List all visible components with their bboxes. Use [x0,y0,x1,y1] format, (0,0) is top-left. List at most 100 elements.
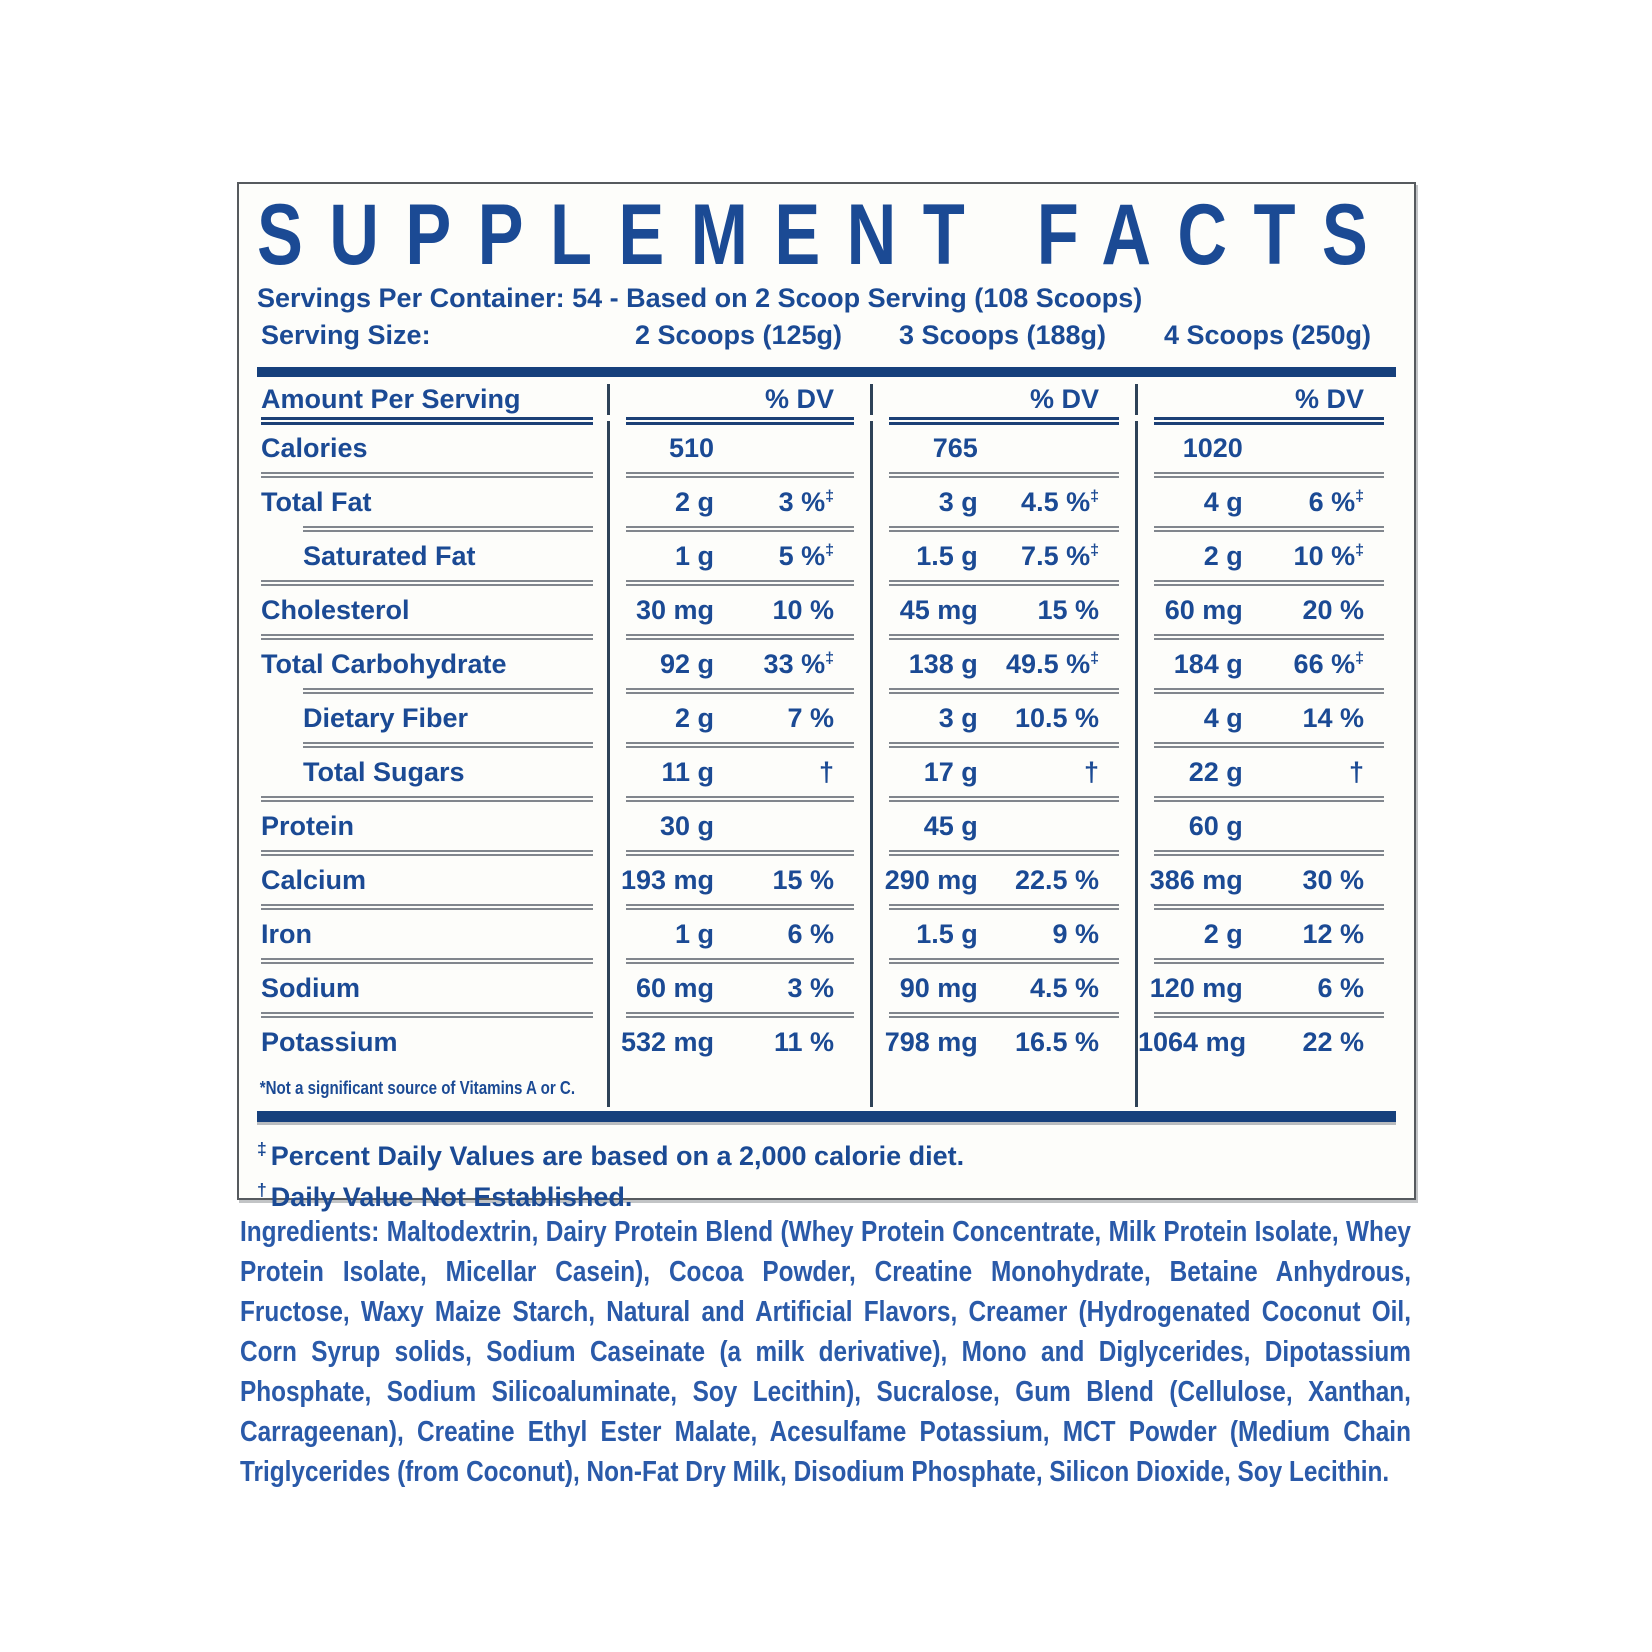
double-dagger-mark: ‡ [257,1139,267,1159]
double-dagger-mark: ‡ [1355,541,1364,559]
row-separator [261,796,593,802]
row-separator [889,742,1119,748]
nutrient-label-cell: Calcium [253,850,607,907]
value-cell-serving-1: 11 g † [607,742,870,799]
nutrient-dv: 5 %‡ [714,541,870,572]
row-separator [889,580,1119,586]
nutrient-label: Total Carbohydrate [261,648,507,679]
dv-header-label: % DV [1294,383,1364,414]
row-separator [1154,526,1384,532]
nutrient-dv: 6 % [714,919,870,950]
dv-value: 10 % [1293,540,1356,571]
dv-value: 6 % [1308,486,1356,517]
supplement-facts-panel: SUPPLEMENT FACTS Servings Per Container:… [237,182,1416,1212]
value-cell-serving-1: 92 g 33 %‡ [607,634,870,691]
row-separator [626,904,854,910]
dv-value: 4.5 % [1029,972,1099,1003]
dv-header-col-2: % DV [870,383,1135,415]
row-separator [889,796,1119,802]
table-row: Total Sugars 11 g † 17 g † 22 g † [253,742,1400,799]
row-separator [626,796,854,802]
nutrient-amount: 60 g [1188,810,1243,841]
table-row: Cholesterol 30 mg 10 % 45 mg 15 % 60 mg … [253,580,1400,637]
nutrient-dv: 22 % [1243,1027,1400,1058]
footnote-text: Percent Daily Values are based on a 2,00… [270,1141,965,1171]
nutrient-dv: † [978,757,1135,788]
dv-value: 6 % [787,918,834,949]
nutrient-amount: 30 g [659,810,714,841]
dv-value: 49.5 % [1006,648,1091,679]
nutrient-dv: 49.5 %‡ [978,649,1135,680]
nutrient-label-cell: Calories [253,417,607,475]
row-separator [626,417,854,425]
value-cell-serving-2: 45 mg 15 % [870,580,1135,637]
nutrient-amount: 2 g [674,702,714,733]
row-separator [626,688,854,694]
ingredients-label: Ingredients: [240,1216,380,1248]
ingredients-text: Maltodextrin, Dairy Protein Blend (Whey … [240,1216,1411,1488]
double-dagger-mark: ‡ [1090,541,1099,559]
nutrient-dv: 7.5 %‡ [978,541,1135,572]
value-cell-serving-1: 2 g 7 % [607,688,870,745]
nutrient-dv: 22.5 % [978,865,1135,896]
table-row: Total Carbohydrate 92 g 33 %‡ 138 g 49.5… [253,634,1400,691]
nutrient-amount: 45 mg [899,594,978,625]
table-header-row: Amount Per Serving % DV % DV % DV [253,377,1400,421]
dv-value: † [818,756,834,787]
dv-value: 22.5 % [1014,864,1099,895]
row-separator [626,1012,854,1018]
row-separator [889,958,1119,964]
row-separator [1154,850,1384,856]
row-separator [303,688,593,694]
value-cell-serving-2: 45 g [870,796,1135,853]
footnote-daily-values: ‡ Percent Daily Values are based on a 2,0… [257,1132,1396,1173]
nutrient-label-cell: Saturated Fat [253,526,607,583]
row-separator [889,634,1119,640]
nutrient-amount: 290 mg [884,864,978,895]
nutrient-amount: 1 g [674,918,714,949]
nutrient-label: Saturated Fat [303,540,476,571]
nutrient-label-cell: Total Carbohydrate [253,634,607,691]
row-separator [626,526,854,532]
double-dagger-mark: ‡ [825,649,834,667]
empty-cell [607,1069,870,1107]
value-cell-serving-3: 4 g 14 % [1135,688,1400,745]
value-cell-serving-1: 193 mg 15 % [607,850,870,907]
dv-value: 7 % [787,702,834,733]
empty-cell [1135,1069,1400,1107]
nutrient-amount: 510 [668,432,714,463]
nutrient-dv: 10 %‡ [1243,541,1400,572]
nutrient-dv: 20 % [1243,595,1400,626]
nutrient-amount: 3 g [938,486,978,517]
empty-cell [870,1069,1135,1107]
dv-value: † [1348,756,1364,787]
dagger-mark: † [257,1180,267,1200]
dv-header-label: % DV [764,383,834,414]
row-separator [1154,796,1384,802]
nutrient-dv: 4.5 % [978,973,1135,1004]
nutrient-label-cell: Sodium [253,958,607,1015]
value-cell-serving-1: 532 mg 11 % [607,1012,870,1069]
dv-header-col-3: % DV [1135,383,1400,415]
nutrient-amount: 138 g [908,648,978,679]
nutrient-dv: 33 %‡ [714,649,870,680]
row-separator [1154,472,1384,478]
row-separator [303,526,593,532]
row-separator [1154,958,1384,964]
dv-value: 5 % [778,540,826,571]
nutrient-dv: 3 %‡ [714,487,870,518]
value-cell-serving-3: 120 mg 6 % [1135,958,1400,1015]
nutrient-dv: 10.5 % [978,703,1135,734]
row-separator [626,634,854,640]
double-dagger-mark: ‡ [1090,649,1099,667]
footnotes-block: ‡ Percent Daily Values are based on a 2,0… [257,1132,1396,1214]
row-separator [261,472,593,478]
row-separator [889,472,1119,478]
double-dagger-mark: ‡ [825,487,834,505]
table-row: Calcium 193 mg 15 % 290 mg 22.5 % 386 mg… [253,850,1400,907]
nutrient-amount: 120 mg [1149,972,1243,1003]
nutrient-amount: 45 g [923,810,978,841]
nutrient-table-body: Calories 510 765 1020 Total Fat 2 g 3 %‡ [239,417,1414,1069]
row-separator [1154,688,1384,694]
nutrient-label-cell: Protein [253,796,607,853]
